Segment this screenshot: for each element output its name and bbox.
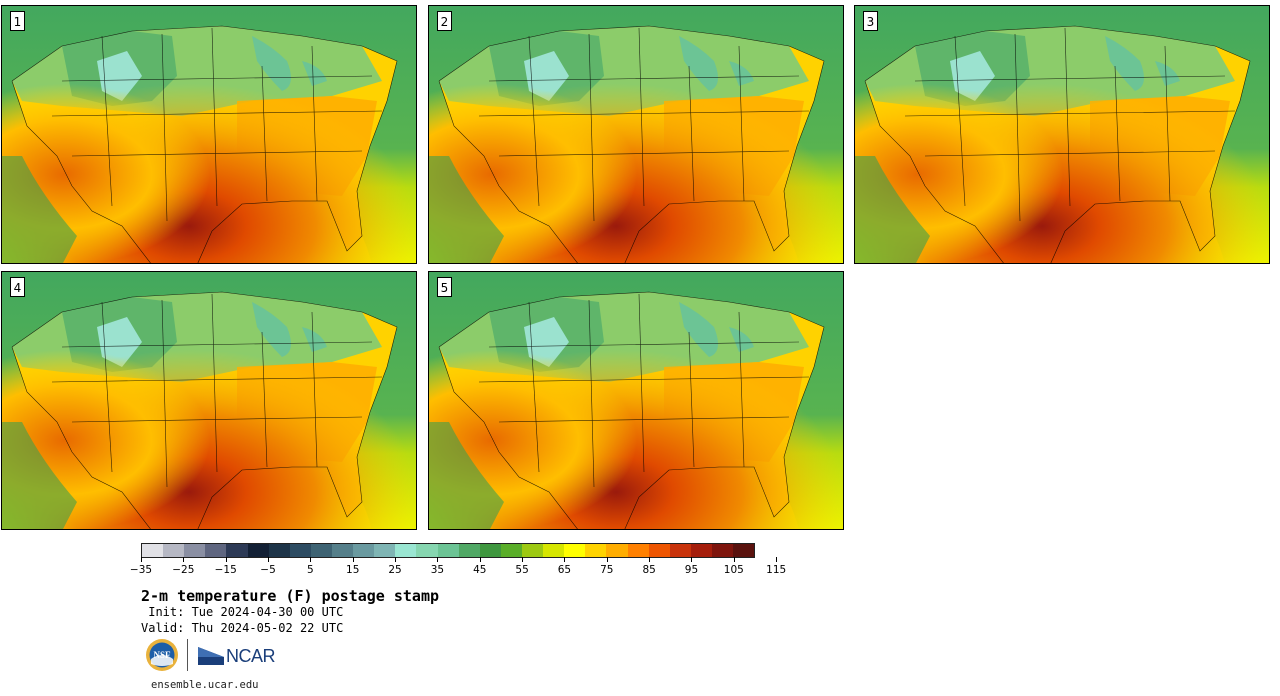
colorbar-tick: [733, 557, 735, 562]
init-time: Init: Tue 2024-04-30 00 UTC: [141, 605, 344, 619]
colorbar-swatch: [585, 544, 607, 557]
map-panel-3[interactable]: 3: [854, 5, 1270, 264]
colorbar-tick: [310, 557, 312, 562]
colorbar-tick: [691, 557, 693, 562]
colorbar-tick: [141, 557, 142, 562]
temperature-map: [2, 6, 416, 263]
colorbar-tick: [522, 557, 524, 562]
colorbar-tick-label: 55: [515, 564, 529, 576]
chart-title: 2-m temperature (F) postage stamp: [141, 587, 440, 605]
colorbar-swatch: [268, 544, 290, 557]
logo-divider: [187, 639, 188, 671]
colorbar-tick-label: 25: [388, 564, 402, 576]
temperature-map: [429, 272, 843, 529]
colorbar-swatch: [690, 544, 712, 557]
map-panel-5[interactable]: 5: [428, 271, 844, 530]
colorbar-swatch: [479, 544, 501, 557]
colorbar-tick-label: 95: [684, 564, 699, 576]
colorbar-swatch: [711, 544, 734, 557]
valid-time: Valid: Thu 2024-05-02 22 UTC: [141, 621, 344, 635]
map-panel-2[interactable]: 2: [428, 5, 844, 264]
colorbar-tick-label: 5: [307, 564, 314, 576]
colorbar-swatch: [205, 544, 227, 557]
panel-number-label: 2: [437, 11, 452, 31]
colorbar-tick: [649, 557, 651, 562]
colorbar-swatch: [416, 544, 438, 557]
temperature-map: [855, 6, 1269, 263]
colorbar-swatch: [521, 544, 544, 557]
map-panel-4[interactable]: 4: [1, 271, 417, 530]
colorbar-swatch: [669, 544, 691, 557]
colorbar-tick-label: 105: [723, 564, 744, 576]
colorbar-swatch: [395, 544, 417, 557]
colorbar-tick: [395, 557, 397, 562]
panel-number-label: 5: [437, 277, 452, 297]
colorbar-ticks: −35 −25 −15 −5 5 15 25 35 45 55 65 75 85 95 105 115: [130, 557, 786, 579]
temperature-map: [2, 272, 416, 529]
temperature-map: [429, 6, 843, 263]
panel-number-label: 3: [863, 11, 878, 31]
panel-number-label: 4: [10, 277, 25, 297]
colorbar-tick: [183, 557, 185, 562]
colorbar-tick: [225, 557, 227, 562]
colorbar-tick: [479, 557, 481, 562]
map-panel-1[interactable]: 1: [1, 5, 417, 264]
colorbar-swatch: [353, 544, 375, 557]
colorbar-tick-label: 35: [430, 564, 445, 576]
colorbar-tick-label: −25: [172, 564, 195, 576]
colorbar-tick-label: 15: [346, 564, 360, 576]
colorbar-swatch: [226, 544, 248, 557]
colorbar-tick-label: 115: [766, 564, 787, 576]
colorbar-swatch: [289, 544, 311, 557]
colorbar-tick: [776, 557, 778, 562]
ncar-logo-icon: [198, 647, 224, 665]
colorbar-tick-label: 75: [600, 564, 614, 576]
colorbar-tick: [564, 557, 566, 562]
colorbar-swatch: [310, 544, 332, 557]
colorbar-swatch: [733, 544, 755, 557]
colorbar-tick-label: −15: [214, 564, 237, 576]
colorbar-tick: [352, 557, 354, 562]
colorbar-tick: [437, 557, 439, 562]
colorbar-swatch: [543, 544, 565, 557]
panel-number-label: 1: [10, 11, 25, 31]
colorbar-swatch: [374, 544, 396, 557]
colorbar-tick-label: 85: [642, 564, 656, 576]
colorbar-swatch: [331, 544, 354, 557]
colorbar-swatch: [500, 544, 522, 557]
colorbar-tick-label: 65: [557, 564, 572, 576]
colorbar-tick-label: −35: [129, 564, 153, 576]
colorbar-tick: [606, 557, 608, 562]
colorbar-swatch: [648, 544, 670, 557]
colorbar-swatch: [627, 544, 649, 557]
colorbar-swatch: [606, 544, 628, 557]
website-url: ensemble.ucar.edu: [151, 679, 259, 691]
colorbar-tick-label: −5: [260, 564, 276, 576]
colorbar-swatch: [142, 544, 164, 557]
nsf-logo-icon: NSF: [146, 639, 178, 671]
colorbar-swatch: [163, 544, 185, 557]
colorbar-swatch: [458, 544, 480, 557]
colorbar-swatch: [564, 544, 586, 557]
colorbar-swatch: [437, 544, 459, 557]
colorbar-tick: [268, 557, 270, 562]
ncar-logo: NCAR: [198, 645, 276, 667]
nsf-logo-text: NSF: [153, 650, 171, 660]
colorbar-swatch: [184, 544, 206, 557]
colorbar: [141, 543, 755, 558]
colorbar-tick-label: 45: [473, 564, 487, 576]
ncar-logo-text: NCAR: [226, 645, 276, 666]
colorbar-swatch: [247, 544, 269, 557]
